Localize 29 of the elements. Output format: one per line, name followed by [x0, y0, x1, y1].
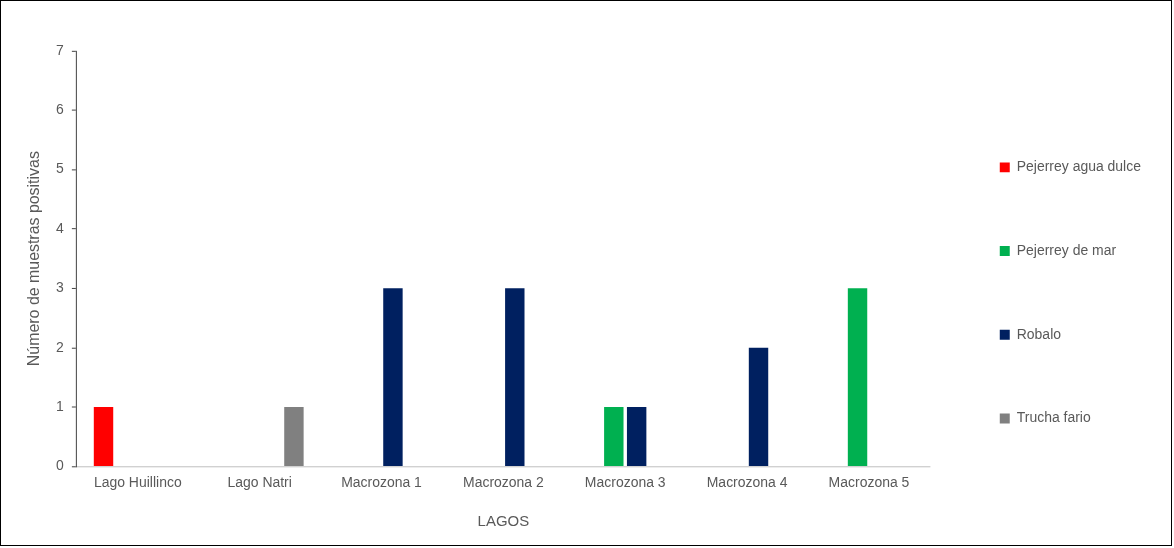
y-tick-label: 0 [56, 457, 65, 474]
legend-label: Trucha fario [1016, 409, 1091, 426]
y-tick-label: 5 [56, 160, 65, 177]
bar [604, 407, 624, 466]
x-tick-label: Macrozona 3 [584, 473, 666, 490]
y-tick-label: 6 [56, 101, 65, 118]
bar [505, 288, 525, 466]
bar [383, 288, 403, 466]
bar [284, 407, 304, 466]
x-tick-label: Lago Huillinco [93, 473, 182, 490]
bar [748, 347, 769, 466]
legend-label: Pejerrey agua dulce [1016, 158, 1142, 175]
bar [847, 288, 868, 466]
y-tick-label: 1 [56, 397, 65, 414]
y-tick-label: 4 [56, 219, 65, 236]
y-axis-title: Número de muestras positivas [24, 151, 42, 367]
x-tick-label: Macrozona 1 [341, 473, 423, 490]
x-tick-label: Macrozona 5 [828, 473, 910, 490]
x-tick-label: Lago Natri [227, 473, 292, 490]
x-tick-label: Macrozona 4 [706, 473, 788, 490]
x-tick-label: Macrozona 2 [463, 473, 544, 490]
y-tick-label: 7 [56, 41, 65, 58]
bar [626, 407, 647, 466]
y-tick-label: 2 [56, 338, 65, 355]
x-axis-title: LAGOS [477, 512, 530, 530]
y-tick-label: 3 [56, 279, 65, 296]
legend-label: Robalo [1016, 325, 1062, 342]
legend-label: Pejerrey de mar [1016, 241, 1117, 258]
bar [93, 407, 114, 466]
